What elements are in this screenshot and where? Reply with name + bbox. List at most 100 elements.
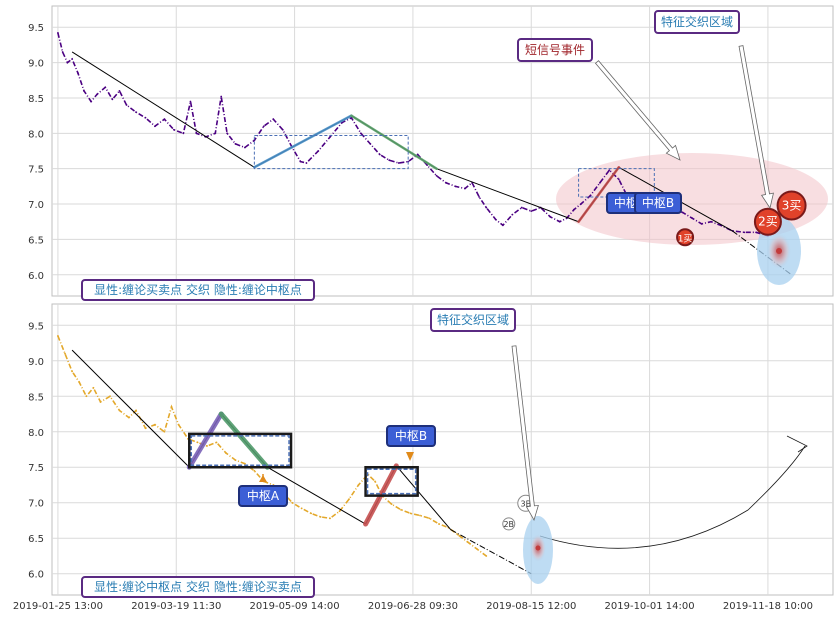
price-point (419, 514, 421, 517)
y-tick-label: 7.0 (28, 200, 44, 211)
price-point (501, 224, 504, 227)
stroke-segment (350, 114, 438, 170)
pivot-b-pointer-head (406, 452, 414, 461)
bottom-legend-box (81, 576, 315, 598)
y-tick-label: 7.5 (28, 165, 44, 176)
price-point (225, 452, 227, 454)
price-point (234, 143, 237, 145)
pivot-zone (253, 134, 409, 170)
price-point (485, 555, 488, 557)
y-tick-label: 6.0 (28, 271, 44, 282)
price-point (195, 132, 198, 135)
price-point (317, 150, 320, 152)
x-tick-label: 2019-03-19 11:30 (131, 601, 221, 612)
price-point (66, 61, 69, 64)
price-point (196, 441, 199, 444)
price-point (608, 169, 611, 171)
price-point (118, 89, 121, 92)
price-point (163, 430, 166, 433)
price-point (305, 162, 308, 164)
price-point (61, 51, 64, 53)
bottom-feature-label-box (430, 308, 516, 332)
price-point (300, 507, 303, 510)
price-point (262, 125, 265, 128)
price-point (549, 215, 552, 218)
y-tick-label: 6.5 (28, 534, 44, 545)
pivot-zone-inner (190, 435, 290, 466)
price-point (348, 498, 350, 501)
y-tick-label: 8.5 (28, 392, 44, 403)
price-point (691, 217, 694, 220)
bottom-pivot-b-label: 中枢B (395, 428, 427, 443)
bottom-panel: 6.0 6.5 7.0 7.5 8.0 8.5 9.0 9.5 2B 3B 中枢A 中枢B 特征交织区域… (28, 303, 834, 598)
price-point (77, 72, 79, 75)
price-point (243, 462, 246, 465)
price-point (170, 406, 173, 408)
price-point (104, 86, 107, 89)
y-tick-label: 6.5 (28, 235, 44, 246)
price-point (253, 469, 256, 472)
price-point (378, 153, 381, 156)
price-point (243, 146, 246, 149)
projection-arrowhead (786, 435, 808, 453)
price-point (182, 132, 185, 135)
price-point (700, 222, 703, 225)
buy1-label: 1买 (678, 233, 693, 244)
trend-segment (395, 465, 452, 531)
buy-center-bottom (535, 545, 541, 551)
price-point (428, 517, 431, 520)
price-point (617, 178, 620, 181)
marker-label-2B: 2B (503, 520, 514, 529)
x-tick-label: 2019-10-01 14:00 (605, 601, 695, 612)
price-point (485, 206, 488, 209)
price-point (743, 231, 746, 234)
y-tick-label: 9.5 (28, 23, 44, 34)
top-feature-arrow (738, 45, 774, 209)
trend-segment (71, 51, 255, 168)
price-point (214, 132, 217, 135)
trend-segment (71, 349, 190, 468)
bottom-feature-label: 特征交织区域 (437, 312, 509, 327)
y-tick-label: 8.0 (28, 428, 44, 439)
x-tick-label: 2019-01-25 13:00 (13, 601, 103, 612)
y-tick-label: 7.5 (28, 463, 44, 474)
y-tick-label: 6.0 (28, 570, 44, 581)
price-point (438, 523, 440, 525)
bottom-legend: 显性:缠论中枢点 交织 隐性:缠论买卖点 (94, 579, 302, 594)
y-tick-label: 7.0 (28, 499, 44, 510)
price-point (359, 132, 362, 135)
price-point (163, 118, 166, 121)
price-point (172, 128, 175, 131)
price-point (281, 128, 284, 131)
price-point (388, 159, 391, 162)
price-point (409, 512, 412, 515)
price-point (319, 516, 322, 518)
price-point (291, 501, 294, 504)
price-point (494, 218, 497, 221)
price-point (226, 132, 229, 135)
price-point (64, 352, 66, 355)
price-point (475, 547, 478, 550)
buy3-label: 3买 (782, 198, 802, 212)
price-point (135, 111, 137, 113)
bottom-pivot-b-label-box (386, 425, 436, 447)
price-point (357, 484, 360, 486)
pivot-a-pointer-head (259, 475, 267, 482)
price-point (71, 58, 74, 60)
top-feature-label-box (654, 10, 740, 34)
x-axis: 2019-01-25 13:00 2019-03-19 11:30 2019-05-… (13, 601, 813, 612)
price-point (90, 100, 92, 103)
price-point (338, 510, 341, 513)
price-point (96, 93, 98, 96)
buy2-label: 2买 (758, 215, 778, 229)
price-point (400, 508, 402, 511)
pivot-zone (188, 432, 293, 469)
buy-center (776, 248, 782, 254)
price-point (177, 423, 180, 426)
plot-area-0 (51, 5, 834, 297)
y-tick-label: 9.0 (28, 357, 44, 368)
price-point (92, 386, 95, 389)
price-point (125, 104, 128, 106)
